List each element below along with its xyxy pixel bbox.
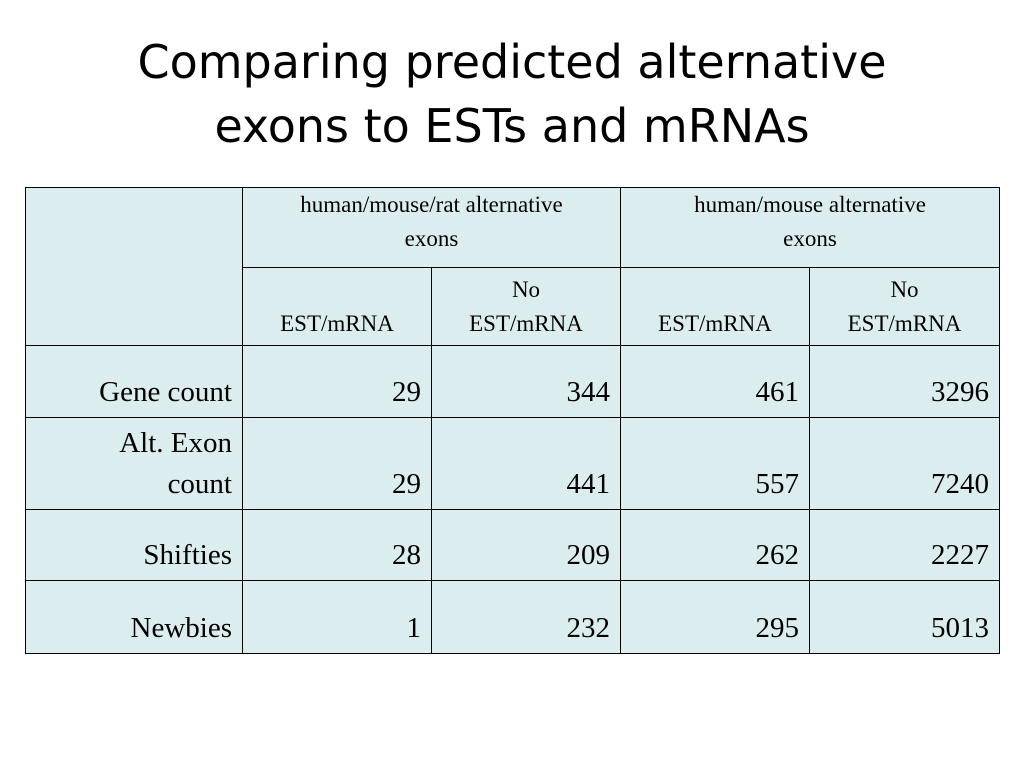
sub-header-line-2: EST/mRNA — [847, 311, 962, 336]
row-label-line-1: Gene count — [99, 376, 232, 408]
sub-header-hm-no-est: No EST/mRNA — [809, 267, 1000, 346]
row-label-line-2: count — [167, 468, 232, 500]
table-row: Gene count 29 344 461 3296 — [25, 345, 1000, 418]
value-cell: 29 — [242, 345, 432, 418]
value-cell: 262 — [620, 509, 810, 581]
sub-header-line-1: No — [511, 277, 541, 302]
row-label-shifties: Shifties — [25, 509, 243, 581]
value-cell: 209 — [431, 509, 621, 581]
sub-header-hmr-no-est: No EST/mRNA — [431, 267, 621, 346]
sub-header-hmr-est: EST/mRNA — [242, 267, 432, 346]
sub-header-hm-est: EST/mRNA — [620, 267, 810, 346]
row-label-newbies: Newbies — [25, 580, 243, 654]
corner-cell — [25, 187, 243, 346]
value-cell: 557 — [620, 417, 810, 510]
group-header-hmr: human/mouse/rat alternative exons — [242, 187, 621, 268]
row-label-alt-exon-count: Alt. Exon count — [25, 417, 243, 510]
value-cell: 1 — [242, 580, 432, 654]
value-cell: 29 — [242, 417, 432, 510]
value-cell: 28 — [242, 509, 432, 581]
value-cell: 344 — [431, 345, 621, 418]
sub-header-line-1: No — [890, 277, 919, 302]
sub-header-line-2: EST/mRNA — [280, 311, 394, 336]
row-label-line-1: Shifties — [143, 539, 232, 571]
value-cell: 461 — [620, 345, 810, 418]
group-header-hm-line-1: human/mouse alternative — [694, 192, 926, 217]
value-cell: 7240 — [809, 417, 1000, 510]
group-header-hmr-line-2: exons — [404, 226, 459, 251]
group-header-hm: human/mouse alternative exons — [620, 187, 1000, 268]
group-header-row: human/mouse/rat alternative exons human/… — [25, 187, 1000, 346]
sub-header-line-2: EST/mRNA — [658, 311, 772, 336]
value-cell: 2227 — [809, 509, 1000, 581]
sub-header-line-1 — [253, 273, 421, 307]
table-row: Shifties 28 209 262 2227 — [25, 509, 1000, 581]
slide-title-line-2: exons to ESTs and mRNAs — [214, 99, 810, 153]
table-row: Alt. Exon count 29 441 557 7240 — [25, 417, 1000, 510]
slide-title: Comparing predicted alternative exons to… — [0, 30, 1024, 158]
value-cell: 295 — [620, 580, 810, 654]
value-cell: 232 — [431, 580, 621, 654]
value-cell: 3296 — [809, 345, 1000, 418]
value-cell: 5013 — [809, 580, 1000, 654]
value-cell: 441 — [431, 417, 621, 510]
group-header-hm-line-2: exons — [783, 226, 837, 251]
sub-header-line-2: EST/mRNA — [469, 311, 583, 336]
group-header-hmr-line-1: human/mouse/rat alternative — [300, 192, 563, 217]
slide-title-line-1: Comparing predicted alternative — [137, 35, 887, 89]
row-label-line-1: Alt. Exon — [119, 427, 232, 459]
row-label-line-1: Newbies — [130, 612, 232, 644]
table-row: Newbies 1 232 295 5013 — [25, 580, 1000, 654]
comparison-table: human/mouse/rat alternative exons human/… — [25, 187, 1000, 654]
sub-header-line-1 — [631, 273, 799, 307]
row-label-gene-count: Gene count — [25, 345, 243, 418]
sub-header-row: EST/mRNA No EST/mRNA EST/mRNA No EST/mRN… — [26, 267, 1000, 346]
